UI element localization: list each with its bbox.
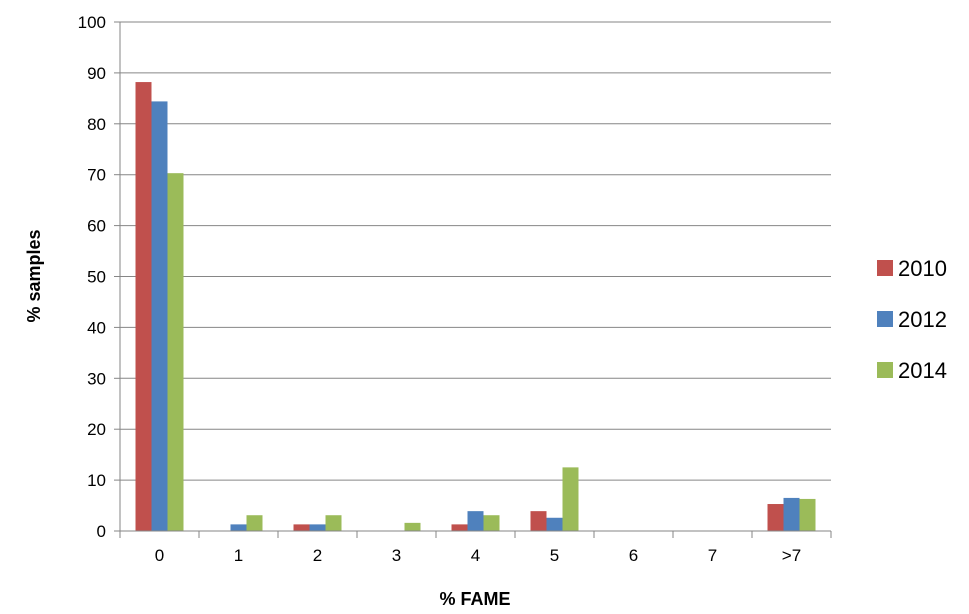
bar-2014-1	[246, 515, 263, 531]
x-tick-labels: 0 1 2 3 4 5 6 7 >7	[155, 546, 801, 565]
bar-2012-0	[151, 101, 168, 532]
x-axis-title: % FAME	[439, 589, 510, 609]
y-tick-label: 0	[97, 522, 106, 541]
y-axis-title: % samples	[24, 229, 44, 322]
x-tick-label: 2	[313, 546, 322, 565]
y-tick-label: 90	[87, 64, 106, 83]
legend-label-2014: 2014	[898, 358, 947, 383]
y-tick-label: 80	[87, 115, 106, 134]
y-tick-label: 100	[78, 13, 106, 32]
bar-2014-4	[483, 515, 500, 531]
legend-label-2010: 2010	[898, 256, 947, 281]
x-tick-label: 3	[392, 546, 401, 565]
bar-2012-1	[230, 524, 247, 531]
bar-2014->7	[799, 498, 816, 531]
bar-2012->7	[783, 497, 800, 531]
y-tick-label: 50	[87, 268, 106, 287]
bar-2014-3	[404, 522, 421, 531]
x-tick-label: 1	[234, 546, 243, 565]
y-tick-label: 20	[87, 420, 106, 439]
bar-2010-4	[451, 524, 468, 531]
bar-2012-5	[546, 517, 563, 531]
bar-2010->7	[767, 504, 784, 531]
bar-2010-2	[293, 524, 310, 531]
legend-swatch-2012	[877, 311, 893, 327]
y-tick-label: 10	[87, 471, 106, 490]
bar-2010-5	[530, 511, 547, 531]
legend-swatch-2010	[877, 260, 893, 276]
x-tick-label: >7	[782, 546, 801, 565]
axes	[114, 21, 832, 538]
bar-2012-4	[467, 511, 484, 531]
y-tick-label: 40	[87, 318, 106, 337]
legend: 2010 2012 2014	[877, 256, 947, 383]
x-tick-label: 4	[471, 546, 480, 565]
grid-lines	[120, 21, 831, 481]
bar-2014-2	[325, 515, 342, 531]
x-tick-label: 6	[629, 546, 638, 565]
bar-2010-0	[135, 82, 152, 531]
y-tick-labels: 0 10 20 30 40 50 60 70 80 90 100	[78, 13, 106, 541]
x-tick-label: 0	[155, 546, 164, 565]
legend-label-2012: 2012	[898, 307, 947, 332]
bar-2014-5	[562, 467, 579, 531]
legend-swatch-2014	[877, 362, 893, 378]
x-tick-label: 7	[708, 546, 717, 565]
y-tick-label: 70	[87, 166, 106, 185]
y-tick-label: 60	[87, 217, 106, 236]
y-tick-label: 30	[87, 369, 106, 388]
bar-2014-0	[167, 173, 184, 531]
bar-2012-2	[309, 524, 326, 531]
x-tick-label: 5	[550, 546, 559, 565]
bars	[135, 82, 816, 532]
